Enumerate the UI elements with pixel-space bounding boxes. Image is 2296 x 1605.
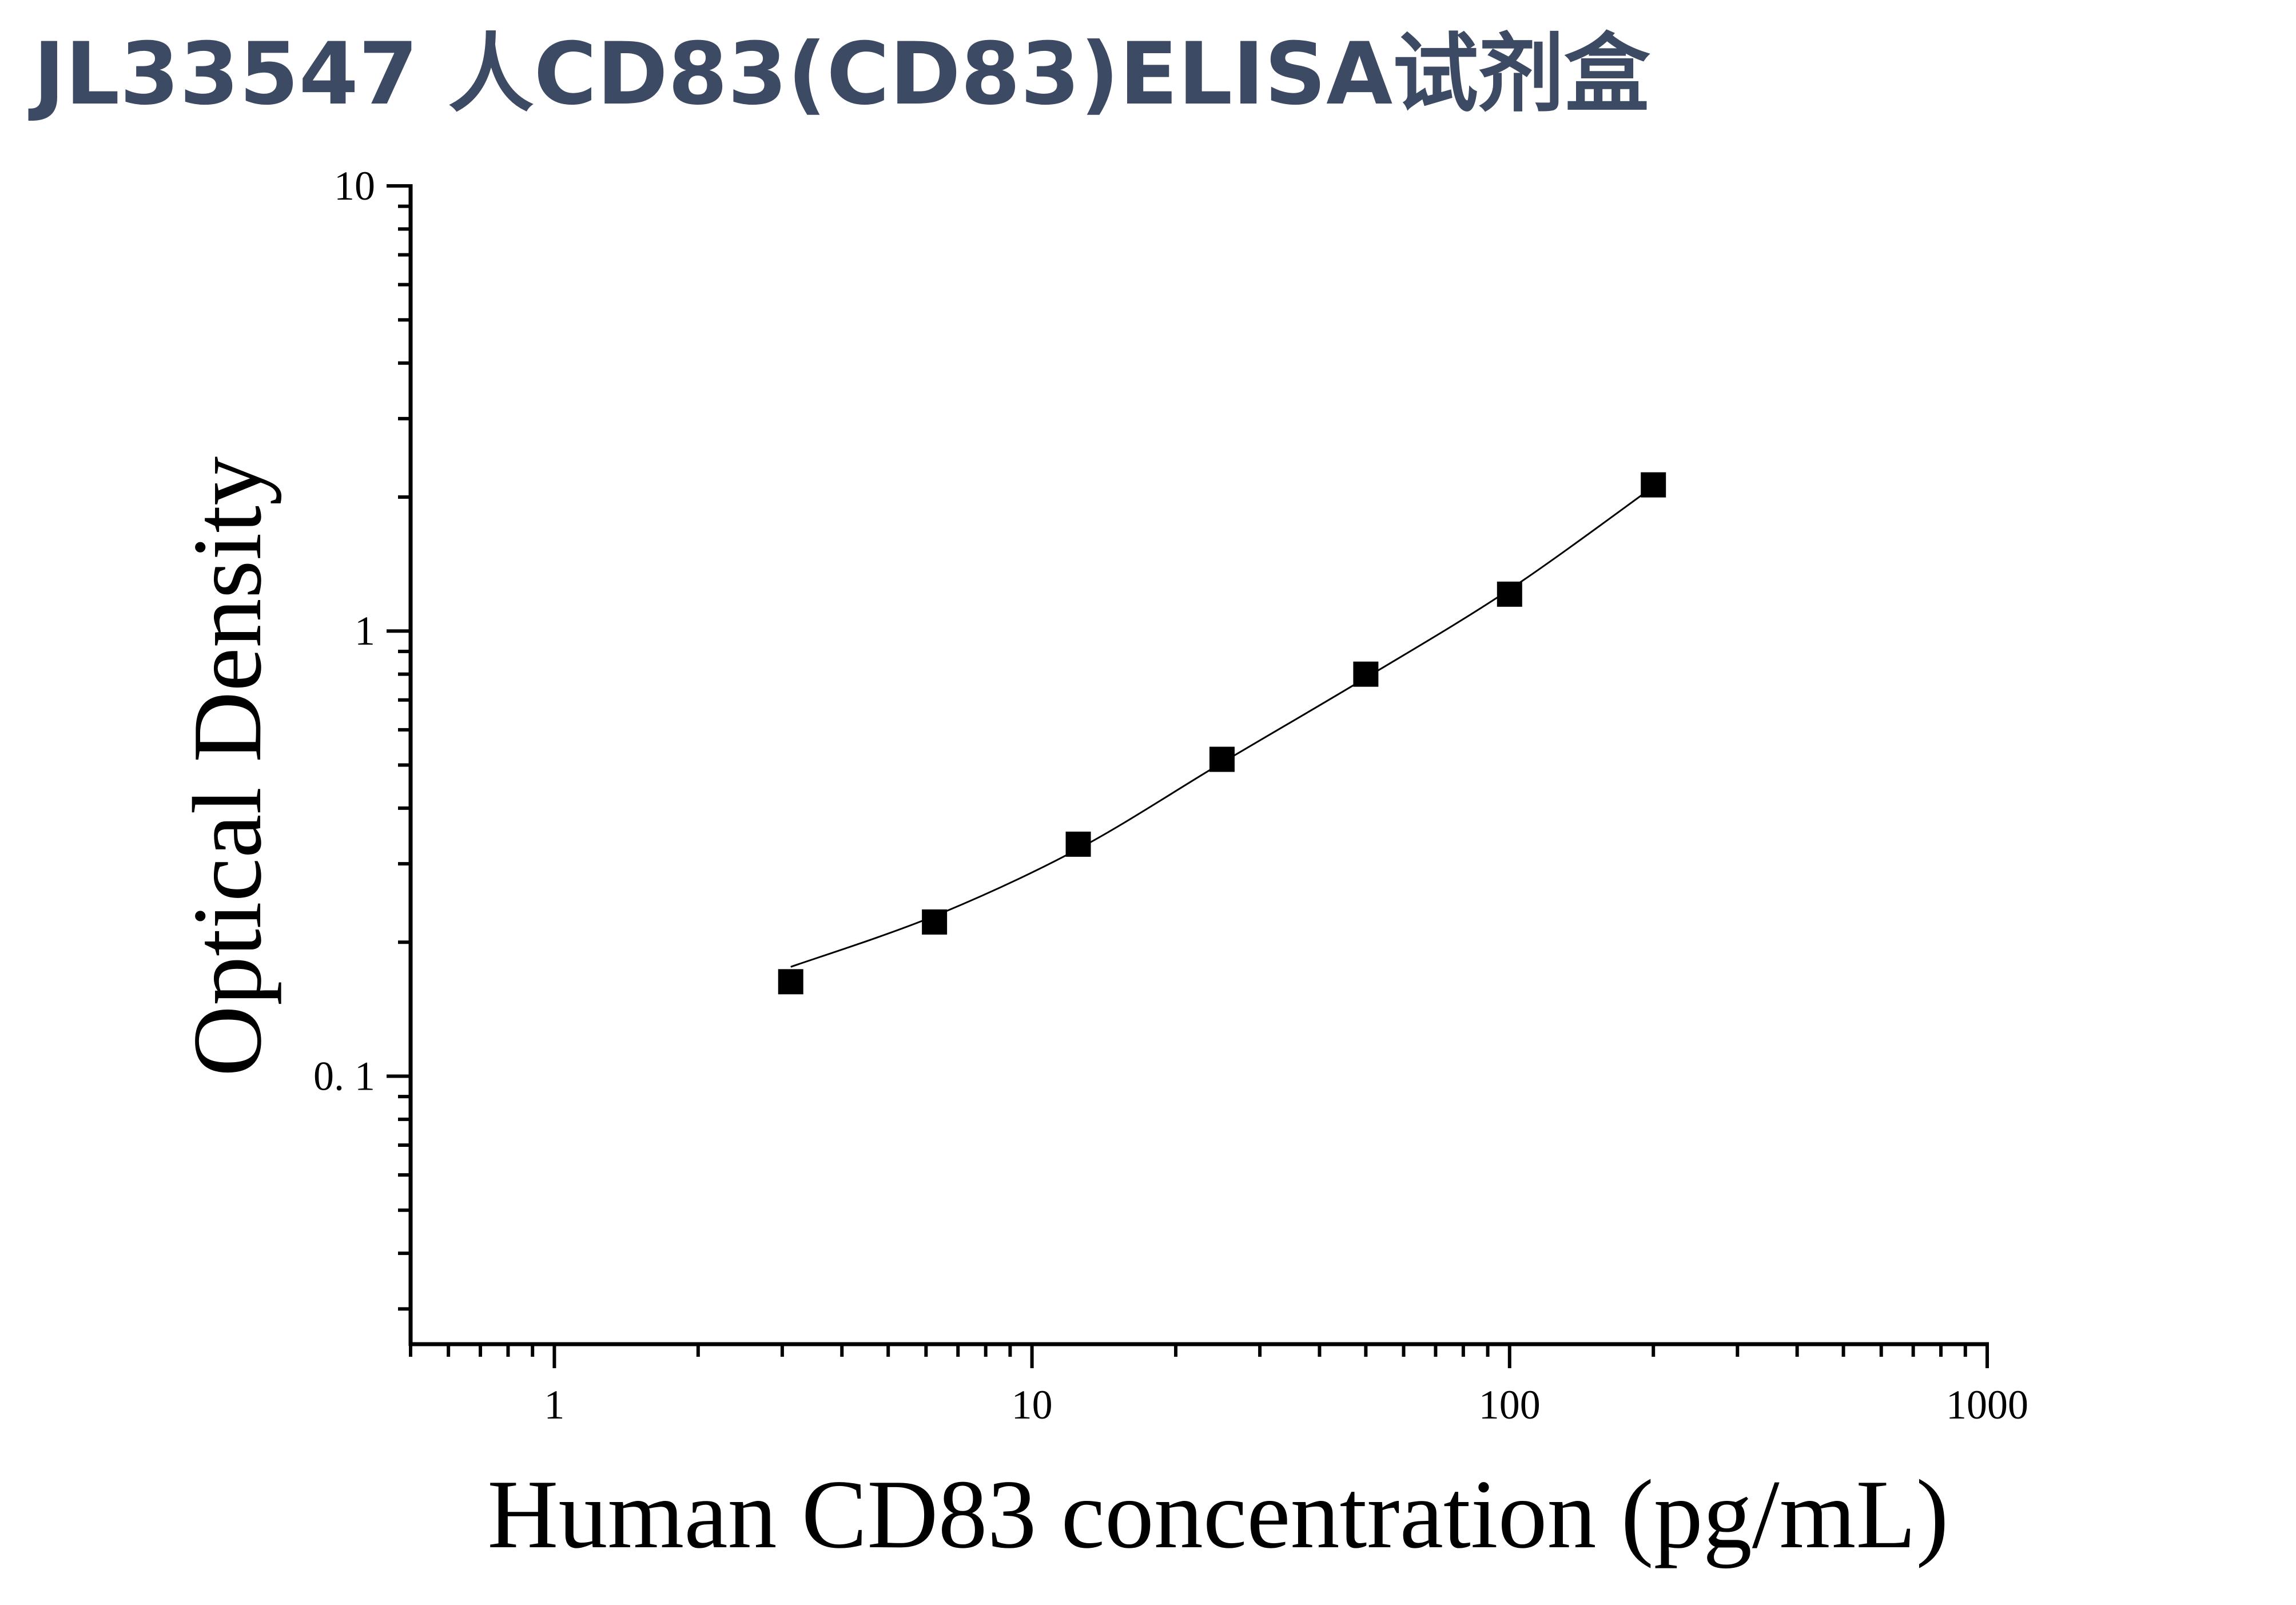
x-tick-label: 1000	[1946, 1382, 2028, 1428]
x-tick-label: 100	[1479, 1382, 1541, 1428]
data-point	[778, 969, 803, 995]
ticks: 1 10 100 1000 0. 1 1 10	[313, 163, 2028, 1428]
axes	[408, 184, 1989, 1346]
page-title: JL33547 人CD83(CD83)ELISA试剂盒	[33, 25, 1650, 124]
data-points-layer	[778, 472, 1666, 995]
data-point	[1497, 581, 1522, 607]
fit-curve-layer	[790, 486, 1654, 968]
x-tick-label: 1	[544, 1382, 564, 1428]
y-tick-label: 1	[355, 608, 375, 654]
y-tick-label: 0. 1	[313, 1053, 375, 1099]
x-axis-title: Human CD83 concentration (pg/mL)	[487, 1460, 1948, 1569]
data-point	[1353, 661, 1379, 687]
y-axis-title: Optical Density	[173, 456, 282, 1076]
x-tick-label: 10	[1012, 1382, 1053, 1428]
data-point	[1065, 831, 1091, 857]
data-point	[1641, 472, 1666, 498]
fit-curve	[790, 486, 1654, 968]
data-point	[922, 909, 948, 935]
data-point	[1209, 746, 1235, 772]
y-tick-label: 10	[334, 163, 375, 209]
